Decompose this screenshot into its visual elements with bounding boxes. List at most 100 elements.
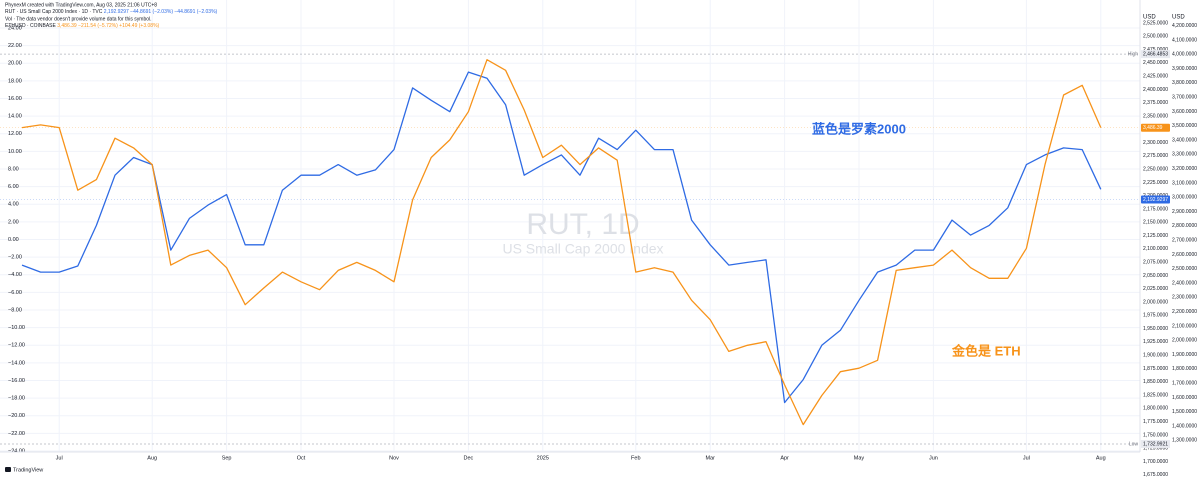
y-tick-label: 2.00	[8, 219, 19, 225]
y2-tick-label: 2,450.0000	[1143, 60, 1168, 66]
x-tick-label: 2025	[537, 455, 549, 461]
y-tick-label: 12.00	[8, 131, 22, 137]
y3-tick-label: 2,100.0000	[1172, 323, 1197, 329]
y2-tick-label: 1,775.0000	[1143, 419, 1168, 425]
y3-tick-label: 2,300.0000	[1172, 295, 1197, 301]
x-tick-label: Dec	[464, 455, 474, 461]
y2-tick-label: 2,125.0000	[1143, 233, 1168, 239]
badges-layer: High 2,466.4853 Low 1,732.9921 2,192.9297 3,4…	[1128, 50, 1170, 448]
y2-tick-label: 2,475.0000	[1143, 47, 1168, 53]
x-tick-label: Jul	[56, 455, 63, 461]
y3-tick-label: 3,200.0000	[1172, 166, 1197, 172]
y-tick-label: 6.00	[8, 184, 19, 190]
y-tick-label: 8.00	[8, 166, 19, 172]
y3-tick-label: 4,000.0000	[1172, 52, 1197, 58]
y2-tick-label: 2,100.0000	[1143, 246, 1168, 252]
y2-tick-label: 2,500.0000	[1143, 34, 1168, 40]
y2-tick-label: 2,300.0000	[1143, 140, 1168, 146]
y2-tick-label: 1,675.0000	[1143, 472, 1168, 477]
y2-tick-label: 1,725.0000	[1143, 446, 1168, 452]
y3-tick-label: 2,700.0000	[1172, 238, 1197, 244]
legend-price: 3,486.39	[57, 23, 77, 29]
y-tick-label: −6.00	[8, 290, 22, 296]
watermark-layer: RUT, 1D US Small Cap 2000 Index	[502, 208, 663, 257]
y3-tick-label: 1,800.0000	[1172, 366, 1197, 372]
y2-tick-label: 2,225.0000	[1143, 180, 1168, 186]
x-tick-label: Feb	[631, 455, 640, 461]
level-badge	[1141, 439, 1170, 448]
y-tick-label: −14.00	[8, 360, 25, 366]
y2-unit: USD	[1143, 15, 1156, 21]
y3-tick-label: 2,600.0000	[1172, 252, 1197, 258]
y2-tick-label: 2,075.0000	[1143, 260, 1168, 266]
y3-tick-label: 4,200.0000	[1172, 23, 1197, 29]
y3-tick-label: 2,500.0000	[1172, 266, 1197, 272]
y2-tick-label: 2,150.0000	[1143, 220, 1168, 226]
x-tick-label: Mar	[705, 455, 715, 461]
y3-tick-label: 2,200.0000	[1172, 309, 1197, 315]
y2-tick-label: 1,800.0000	[1143, 406, 1168, 412]
level-name: Low	[1129, 441, 1139, 447]
y3-tick-label: 3,700.0000	[1172, 95, 1197, 101]
level-value: 1,732.9921	[1143, 441, 1168, 447]
y3-unit: USD	[1172, 15, 1185, 21]
y-tick-label: 24.00	[8, 25, 22, 31]
y2-tick-label: 2,400.0000	[1143, 87, 1168, 93]
y-tick-label: 4.00	[8, 202, 19, 208]
y2-tick-label: 1,850.0000	[1143, 379, 1168, 385]
y3-tick-label: 3,600.0000	[1172, 109, 1197, 115]
y3-tick-label: 3,000.0000	[1172, 195, 1197, 201]
levels-layer	[0, 53, 1140, 445]
y2-tick-label: 2,350.0000	[1143, 113, 1168, 119]
last-price-label: 3,486.39	[1143, 125, 1163, 131]
y2-tick-label: 1,925.0000	[1143, 339, 1168, 345]
legend-change: −44.8691 (−2.03%)	[130, 9, 173, 15]
x-tick-label: Jun	[929, 455, 938, 461]
footer: TradingView	[5, 467, 43, 473]
y3-tick-label: 2,400.0000	[1172, 280, 1197, 286]
legend-change: −211.54 (−5.72%)	[78, 23, 118, 29]
annotation: 蓝色是罗素2000	[812, 121, 906, 136]
last-price-badge	[1141, 123, 1170, 132]
legend: PhynexM created with TradingView.com, Au…	[5, 2, 218, 29]
level-value: 2,466.4853	[1143, 51, 1168, 57]
last-price-badge	[1141, 195, 1170, 204]
y2-tick-label: 1,975.0000	[1143, 313, 1168, 319]
y3-tick-label: 1,900.0000	[1172, 352, 1197, 358]
y-tick-label: 16.00	[8, 96, 22, 102]
y2-tick-label: 2,000.0000	[1143, 299, 1168, 305]
legend-entry: ETHUSD · COINBASE	[5, 23, 57, 29]
y2-tick-label: 1,825.0000	[1143, 392, 1168, 398]
y3-tick-label: 2,900.0000	[1172, 209, 1197, 215]
x-tick-label: Nov	[389, 455, 399, 461]
y3-tick-label: 3,900.0000	[1172, 66, 1197, 72]
x-tick-label: Apr	[780, 455, 789, 461]
y2-tick-label: 2,025.0000	[1143, 286, 1168, 292]
y3-tick-label: 2,800.0000	[1172, 223, 1197, 229]
y3-tick-label: 1,700.0000	[1172, 381, 1197, 387]
left-axis: 24.00 22.00 20.00 18.00 16.00 14.00 12.00 10.00…	[8, 25, 25, 454]
lines-layer	[21, 59, 1102, 426]
y-tick-label: 10.00	[8, 149, 22, 155]
y3-tick-label: 3,300.0000	[1172, 152, 1197, 158]
legend-price: 2,192.9297	[104, 9, 129, 15]
y3-tick-label: 3,100.0000	[1172, 180, 1197, 186]
y-tick-label: 14.00	[8, 114, 22, 120]
y2-tick-label: 1,950.0000	[1143, 326, 1168, 332]
grid-layer	[0, 0, 1140, 452]
y3-tick-label: 4,100.0000	[1172, 37, 1197, 43]
x-tick-label: May	[854, 455, 865, 461]
y3-tick-label: 2,000.0000	[1172, 338, 1197, 344]
y-tick-label: −12.00	[8, 343, 25, 349]
price-scale-panel	[1140, 0, 1200, 477]
level-badge	[1141, 50, 1170, 59]
y-tick-label: −10.00	[8, 325, 25, 331]
x-axis: Jul Aug Sep Oct Nov Dec 2025 Feb Mar Apr May Jun Jul…	[56, 455, 1106, 461]
volume-note: Vol · The data vendor doesn't provide vo…	[5, 16, 152, 22]
x-tick-label: Aug	[147, 455, 157, 461]
y-tick-label: 0.00	[8, 237, 19, 243]
watermark-title: RUT, 1D	[526, 208, 639, 241]
legend-change: +104.49 (+3.08%)	[119, 23, 159, 29]
